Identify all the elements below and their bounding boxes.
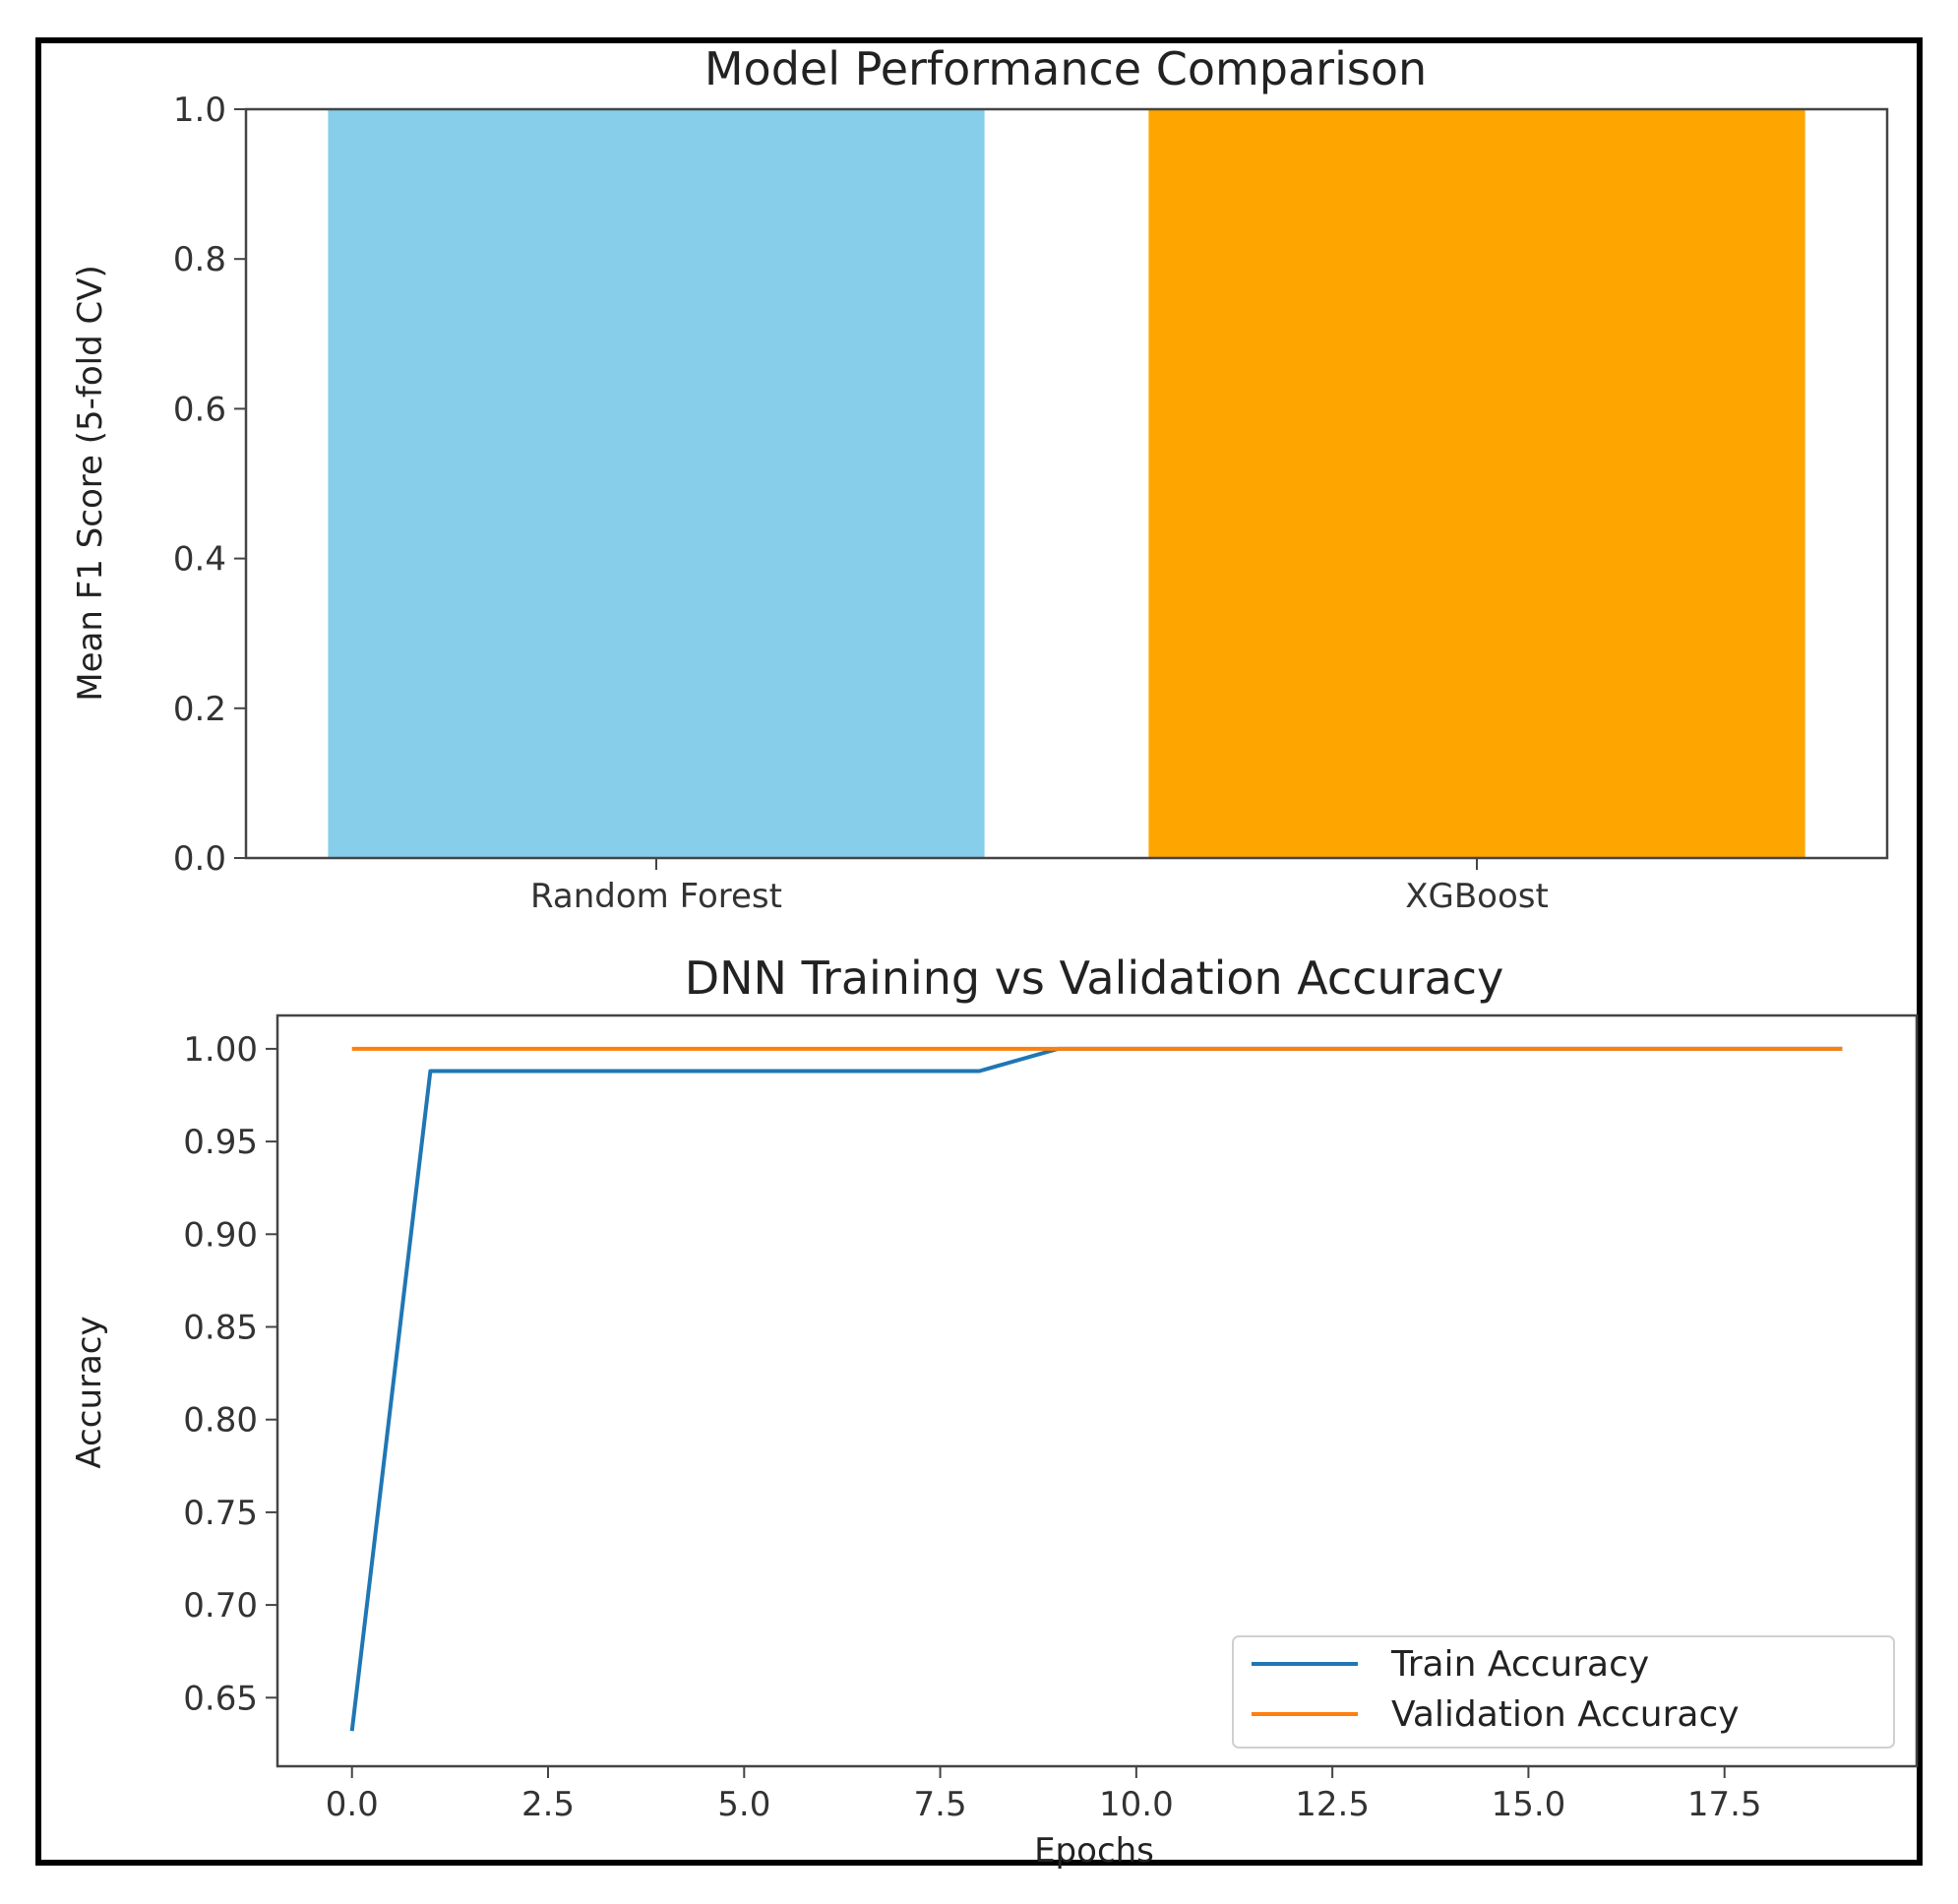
bar-y-tick-label: 0.4	[173, 540, 226, 580]
legend-box	[1232, 1635, 1895, 1749]
line-y-ticks: 0.65 0.70 0.75 0.80 0.85 0.90 0.95 1.00	[183, 1030, 277, 1718]
bar-chart: Model Performance Comparison 0.00.20.40.…	[71, 42, 1889, 916]
bar-y-tick-label: 1.0	[173, 91, 226, 130]
bar-y-tick-label: 0.2	[173, 690, 226, 729]
line-x-axis-label: Epochs	[1034, 1831, 1154, 1871]
line-marks	[349, 1046, 1843, 1732]
line-chart: DNN Training vs Validation Accuracy 0.65…	[70, 952, 1919, 1871]
line-y-tick-label: 0.70	[183, 1586, 258, 1626]
bar-random-forest	[328, 109, 985, 858]
line-x-tick-label: 17.5	[1687, 1785, 1762, 1824]
legend-label-train: Train Accuracy	[1390, 1644, 1649, 1685]
legend-label-validation: Validation Accuracy	[1391, 1694, 1740, 1735]
series-line-train-accuracy	[349, 1046, 1843, 1732]
line-y-tick-label: 0.95	[183, 1123, 258, 1162]
line-x-tick-label: 10.0	[1099, 1785, 1174, 1824]
line-x-tick-label: 2.5	[521, 1785, 575, 1824]
line-x-tick-label: 0.0	[326, 1785, 379, 1824]
line-y-tick-label: 0.80	[183, 1401, 258, 1441]
line-chart-title: DNN Training vs Validation Accuracy	[685, 952, 1504, 1005]
line-x-tick-label: 7.5	[914, 1785, 967, 1824]
bar-chart-title: Model Performance Comparison	[704, 42, 1427, 95]
bar-x-tick-label: Random Forest	[530, 877, 782, 916]
line-x-tick-label: 5.0	[717, 1785, 770, 1824]
legend: Train Accuracy Validation Accuracy	[1232, 1635, 1895, 1749]
bar-marks	[328, 109, 1805, 858]
line-y-tick-label: 1.00	[183, 1030, 258, 1070]
bar-plot-area	[244, 107, 1889, 860]
bar-y-tick-label: 0.0	[173, 839, 226, 879]
bar-y-ticks: 0.0 0.2 0.4 0.6 0.8 1.0	[173, 91, 246, 879]
line-x-tick-label: 12.5	[1295, 1785, 1370, 1824]
bar-x-ticks: Random Forest XGBoost	[530, 858, 1549, 916]
line-y-tick-label: 0.65	[183, 1679, 258, 1718]
line-y-tick-label: 0.75	[183, 1494, 258, 1533]
bar-x-tick-label: XGBoost	[1405, 877, 1549, 916]
bar-y-tick-label: 0.6	[173, 390, 226, 429]
line-y-tick-label: 0.90	[183, 1215, 258, 1255]
bar-xgboost	[1148, 109, 1805, 858]
line-y-axis-label: Accuracy	[70, 1316, 109, 1468]
bar-y-axis-label: Mean F1 Score (5-fold CV)	[71, 265, 110, 702]
bar-y-tick-label: 0.8	[173, 240, 226, 279]
line-plot-area	[275, 1013, 1919, 1768]
line-x-tick-label: 15.0	[1492, 1785, 1566, 1824]
line-x-ticks: 0.0 2.5 5.0 7.5 10.0 12.5 15.0 17.5	[326, 1766, 1762, 1824]
line-y-tick-label: 0.85	[183, 1309, 258, 1348]
